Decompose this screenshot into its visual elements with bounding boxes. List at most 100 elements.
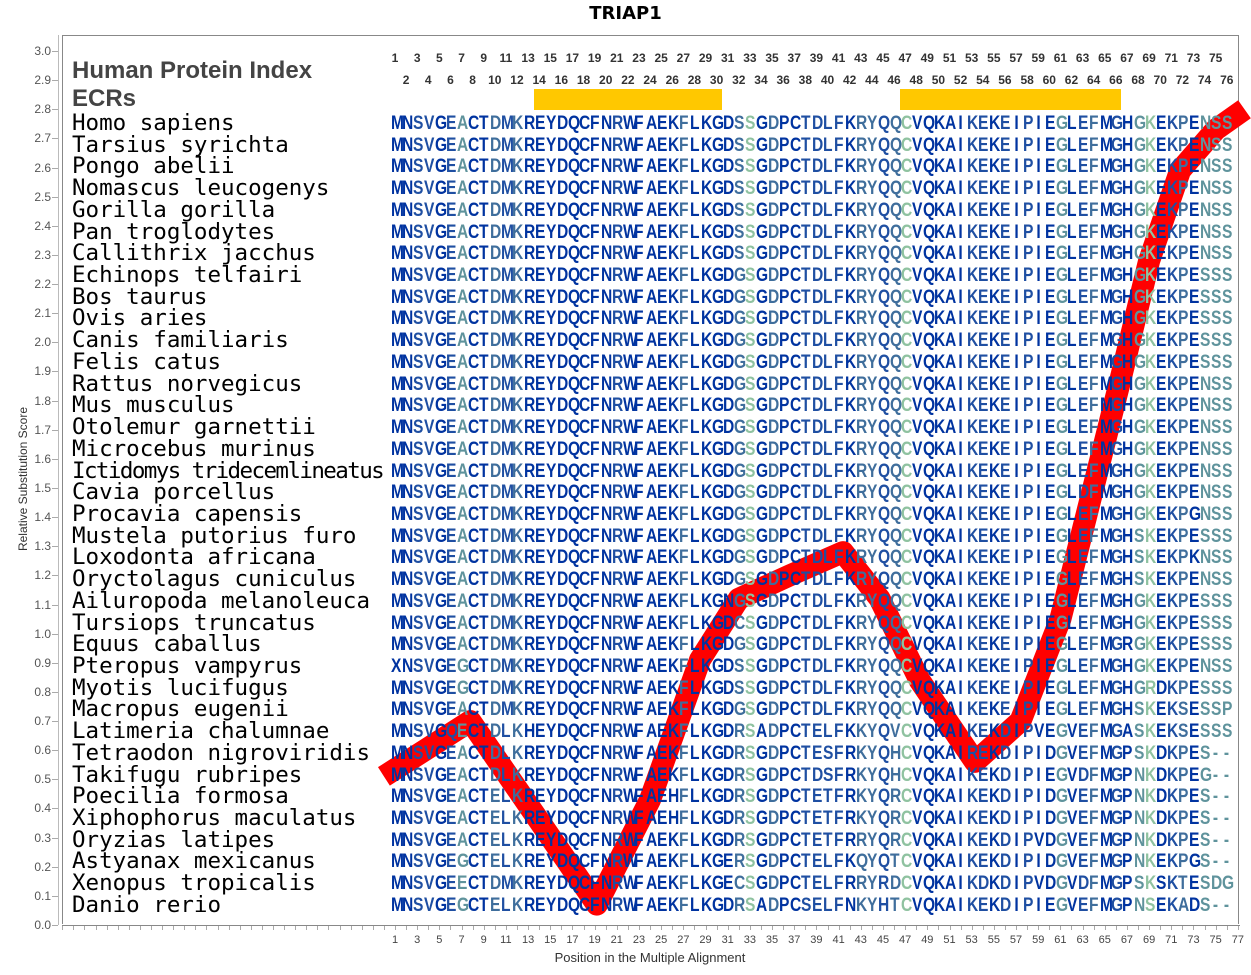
residue: Q [923, 287, 935, 308]
residue: E [657, 244, 667, 264]
residue: F [634, 396, 644, 416]
residue: G [1111, 483, 1123, 503]
residue: G [734, 396, 746, 416]
residue: D [768, 504, 779, 525]
species-name: Danio rerio [72, 894, 221, 917]
residue: V [912, 504, 922, 525]
residue: G [1111, 396, 1123, 416]
residue: N [601, 548, 612, 568]
residue: D [557, 222, 568, 243]
residue: P [1178, 570, 1188, 590]
residue: I [956, 266, 965, 286]
residue: K [845, 722, 856, 742]
residue: G [712, 852, 724, 872]
residue: Q [890, 483, 902, 503]
residue: K [989, 114, 1000, 134]
residue: G [1056, 504, 1068, 525]
residue: N [601, 461, 612, 482]
residue: F [834, 222, 844, 243]
residue: P [1023, 266, 1033, 286]
residue: - [1211, 765, 1220, 786]
residue: Y [867, 287, 877, 308]
residue: I [1034, 765, 1043, 786]
residue: N [601, 700, 612, 720]
residue: S [1222, 570, 1232, 590]
residue: E [978, 657, 988, 677]
residue: E [1189, 374, 1199, 395]
residue: S [1222, 287, 1232, 308]
residue: K [967, 266, 978, 286]
residue: H [1122, 461, 1133, 482]
x-tick-mark [860, 926, 862, 930]
residue: V [912, 635, 922, 655]
residue: M [1100, 678, 1113, 699]
residue: S [801, 895, 811, 916]
residue: A [646, 222, 657, 243]
x-tick-mark [993, 926, 995, 930]
x-tick-mark [871, 926, 873, 930]
residue: G [712, 244, 724, 264]
residue: L [1067, 613, 1077, 634]
residue: Y [867, 200, 877, 221]
residue: P [779, 809, 789, 829]
residue: F [590, 657, 600, 677]
residue: G [435, 309, 447, 329]
residue: Q [890, 157, 902, 177]
residue: R [612, 200, 623, 221]
residue: A [646, 200, 657, 221]
top-position-label: 4 [418, 73, 438, 87]
residue: Q [878, 809, 890, 829]
residue: E [657, 222, 667, 243]
residue: T [479, 200, 489, 221]
x-tick-mark [273, 926, 274, 930]
residue: D [490, 613, 501, 634]
residue: K [845, 548, 856, 568]
residue: E [657, 678, 667, 699]
residue: E [1045, 483, 1055, 503]
y-tick-label: 2.1 [20, 307, 51, 319]
residue: I [956, 765, 965, 786]
residue: I [956, 657, 965, 677]
residue: K [934, 352, 945, 373]
residue: K [701, 765, 712, 786]
residue: F [590, 244, 600, 264]
residue: L [1067, 135, 1077, 156]
residue: E [1078, 591, 1088, 612]
residue: K [668, 483, 679, 503]
residue: F [590, 200, 600, 221]
residue: L [823, 396, 833, 416]
x-tick-mark [794, 926, 796, 930]
residue: M [390, 461, 403, 482]
top-position-label: 45 [873, 51, 893, 65]
residue: L [823, 570, 833, 590]
residue: P [779, 483, 789, 503]
residue: F [1089, 374, 1099, 395]
residue: E [1189, 418, 1199, 438]
residue: S [413, 787, 423, 807]
x-tick-mark [572, 926, 574, 930]
residue: Q [890, 548, 902, 568]
top-position-label: 10 [485, 73, 505, 87]
residue: C [790, 787, 801, 807]
residue: S [413, 461, 423, 482]
residue: E [1189, 635, 1199, 655]
residue: A [646, 809, 657, 829]
residue: A [457, 809, 468, 829]
residue: E [535, 548, 545, 568]
residue: P [779, 222, 789, 243]
residue: I [1034, 331, 1043, 351]
residue: C [790, 352, 801, 373]
y-tick-label: 3.0 [20, 45, 51, 57]
residue: C [901, 635, 912, 655]
residue: C [901, 374, 912, 395]
residue: C [790, 591, 801, 612]
residue: K [701, 548, 712, 568]
residue: M [390, 722, 403, 742]
residue: S [1211, 135, 1221, 156]
residue: M [390, 418, 403, 438]
residue: K [989, 657, 1000, 677]
residue: M [1100, 222, 1113, 243]
top-position-label: 31 [718, 51, 738, 65]
residue: H [1122, 591, 1133, 612]
top-position-label: 57 [1006, 51, 1026, 65]
